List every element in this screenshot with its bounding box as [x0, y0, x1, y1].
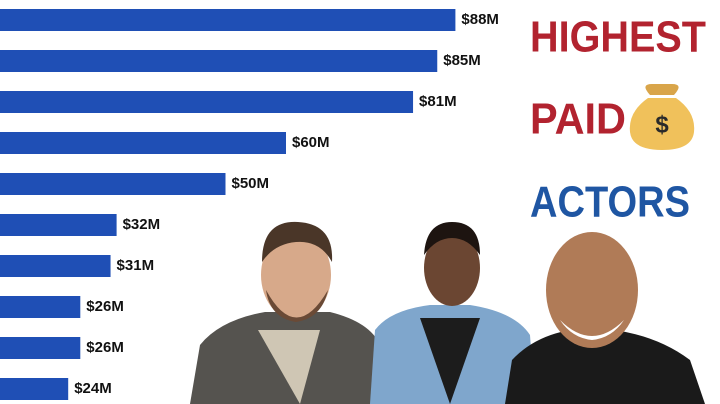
value-label: $26M: [86, 339, 124, 356]
bar: [0, 255, 111, 277]
value-label: $88M: [461, 11, 499, 28]
bar: [0, 50, 438, 72]
photo-right: [505, 232, 705, 404]
bar: [0, 378, 69, 400]
bar: [0, 91, 414, 113]
photo-left: [190, 221, 388, 404]
photo-middle: [370, 222, 535, 404]
value-label: $50M: [232, 175, 270, 192]
value-label: $24M: [74, 380, 112, 397]
value-label: $31M: [117, 257, 155, 274]
bar: [0, 337, 81, 359]
value-label: $32M: [123, 216, 161, 233]
bar: [0, 173, 226, 195]
bar: [0, 132, 286, 154]
svg-text:$: $: [655, 111, 669, 138]
value-label: $85M: [443, 52, 481, 69]
bar: [0, 296, 81, 318]
bar: [0, 214, 117, 236]
title-line: HIGHEST: [530, 13, 706, 62]
value-label: $81M: [419, 93, 457, 110]
money-bag-icon: $: [629, 84, 695, 150]
title-line: PAID: [530, 95, 626, 144]
bar: [0, 9, 456, 31]
title-line: ACTORS: [530, 178, 690, 227]
value-label: $60M: [292, 134, 330, 151]
value-label: $26M: [86, 298, 124, 315]
